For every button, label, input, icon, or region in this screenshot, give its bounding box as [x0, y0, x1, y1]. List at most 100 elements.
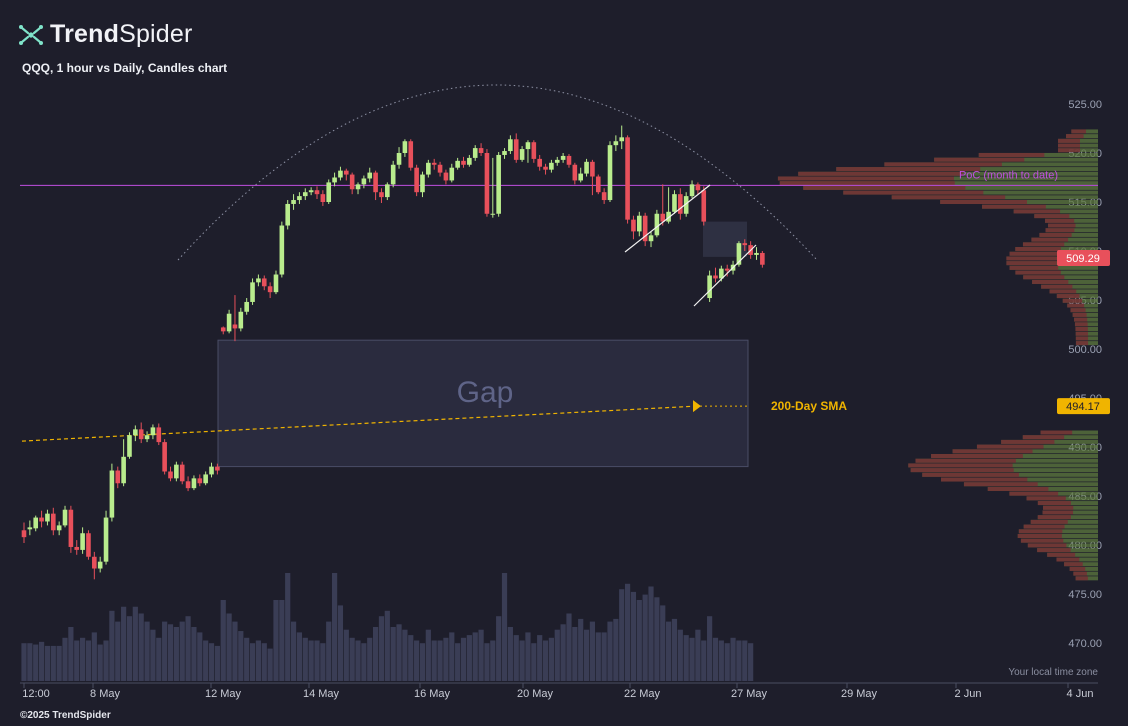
volume-bar [320, 643, 326, 681]
candle-body [637, 215, 642, 232]
poc-label: PoC (month to date) [959, 169, 1058, 181]
volume-bar [226, 613, 232, 681]
volume-profile-bar-down [1070, 308, 1086, 313]
x-tick-label: 12:00 [22, 688, 50, 700]
volume-bar [636, 600, 642, 681]
candle [238, 307, 244, 332]
candle-body [97, 561, 103, 569]
volume-bar [443, 637, 449, 681]
volume-profile-bar-down [1001, 439, 1055, 444]
candle-body [250, 282, 255, 302]
volume-profile-bar-down [779, 181, 955, 186]
volume-bar [302, 637, 308, 681]
candle-body [689, 184, 695, 197]
volume-bar [232, 621, 238, 681]
last-price-tag: 509.29 [1066, 253, 1100, 265]
volume-bar [589, 621, 596, 681]
candle [631, 215, 636, 240]
candle [461, 156, 466, 168]
candle [619, 125, 625, 150]
volume-profile-bar-down [798, 171, 964, 176]
volume-profile-bar-down [1047, 552, 1076, 557]
candle [215, 463, 220, 475]
candle-body [642, 215, 648, 242]
candle [80, 527, 85, 554]
candle-body [115, 470, 121, 484]
candle [420, 171, 425, 198]
volume-profile-bar-down [1072, 312, 1087, 317]
candle-body [355, 184, 361, 190]
trendline-1 [624, 184, 711, 253]
volume-bar [208, 643, 215, 681]
candle [115, 466, 121, 489]
candle-body [648, 235, 654, 242]
volume-bar [191, 627, 197, 681]
candle-body [314, 190, 320, 195]
candle-body [285, 203, 290, 226]
volume-bar [624, 583, 631, 681]
volume-bar [261, 643, 267, 681]
volume-bar [560, 624, 566, 681]
candle [150, 424, 156, 440]
candle-body [496, 154, 501, 214]
candle-body [332, 177, 337, 183]
candle-body [566, 155, 572, 165]
sma-price-tag-bg [1057, 398, 1110, 415]
volume-bar [730, 637, 736, 681]
volume-bar [167, 624, 174, 681]
volume-bar [414, 640, 420, 681]
candle-body [179, 464, 185, 482]
volume-bar [56, 645, 62, 681]
volume-profile-bar-down [777, 176, 954, 181]
candle [754, 247, 759, 260]
volume-profile-bar-down [934, 157, 1025, 162]
volume-bar [531, 643, 537, 681]
volume-profile-bar-down [1022, 242, 1065, 247]
candle [414, 164, 419, 197]
candle-body [297, 196, 302, 201]
volume-bar [214, 645, 220, 681]
candle-body [209, 466, 214, 475]
candle-body [244, 301, 249, 312]
volume-bar [496, 616, 502, 681]
candle-body [174, 464, 179, 479]
candle-body [197, 478, 203, 484]
volume-bar [44, 645, 51, 681]
candle-body [631, 219, 636, 232]
x-tick-label: 8 May [90, 688, 120, 700]
candle-body [338, 170, 343, 178]
volume-bar [255, 640, 261, 681]
candle [74, 540, 80, 555]
candle-body [736, 243, 742, 265]
candle [174, 461, 179, 482]
volume-profile-bar-down [1015, 247, 1061, 252]
volume-profile-bar-down [1042, 510, 1074, 515]
volume-profile-bar-down [803, 185, 966, 190]
volume-bar [103, 640, 109, 681]
candle [478, 143, 484, 156]
volume-bar [513, 635, 519, 681]
volume-bar [290, 621, 297, 681]
trendline-2 [693, 244, 757, 307]
volume-bar [425, 629, 431, 681]
candle-body [226, 313, 232, 332]
candle-body [625, 137, 630, 220]
candle-body [707, 275, 712, 299]
candle [138, 422, 144, 444]
volume-bar [437, 640, 443, 681]
candle-body [595, 176, 601, 193]
volume-bar [712, 637, 719, 681]
volume-profile-bar-down [1009, 491, 1059, 496]
candle [396, 147, 402, 169]
volume-bar [27, 643, 33, 681]
candle [402, 139, 408, 157]
candle [297, 192, 302, 204]
candle-body [279, 225, 285, 275]
candle-body [742, 243, 748, 246]
candle-body [519, 149, 525, 160]
x-tick-label: 12 May [205, 688, 242, 700]
copyright: ©2025 TrendSpider [20, 710, 111, 721]
candle-body [654, 213, 660, 236]
candle-body [68, 509, 74, 547]
